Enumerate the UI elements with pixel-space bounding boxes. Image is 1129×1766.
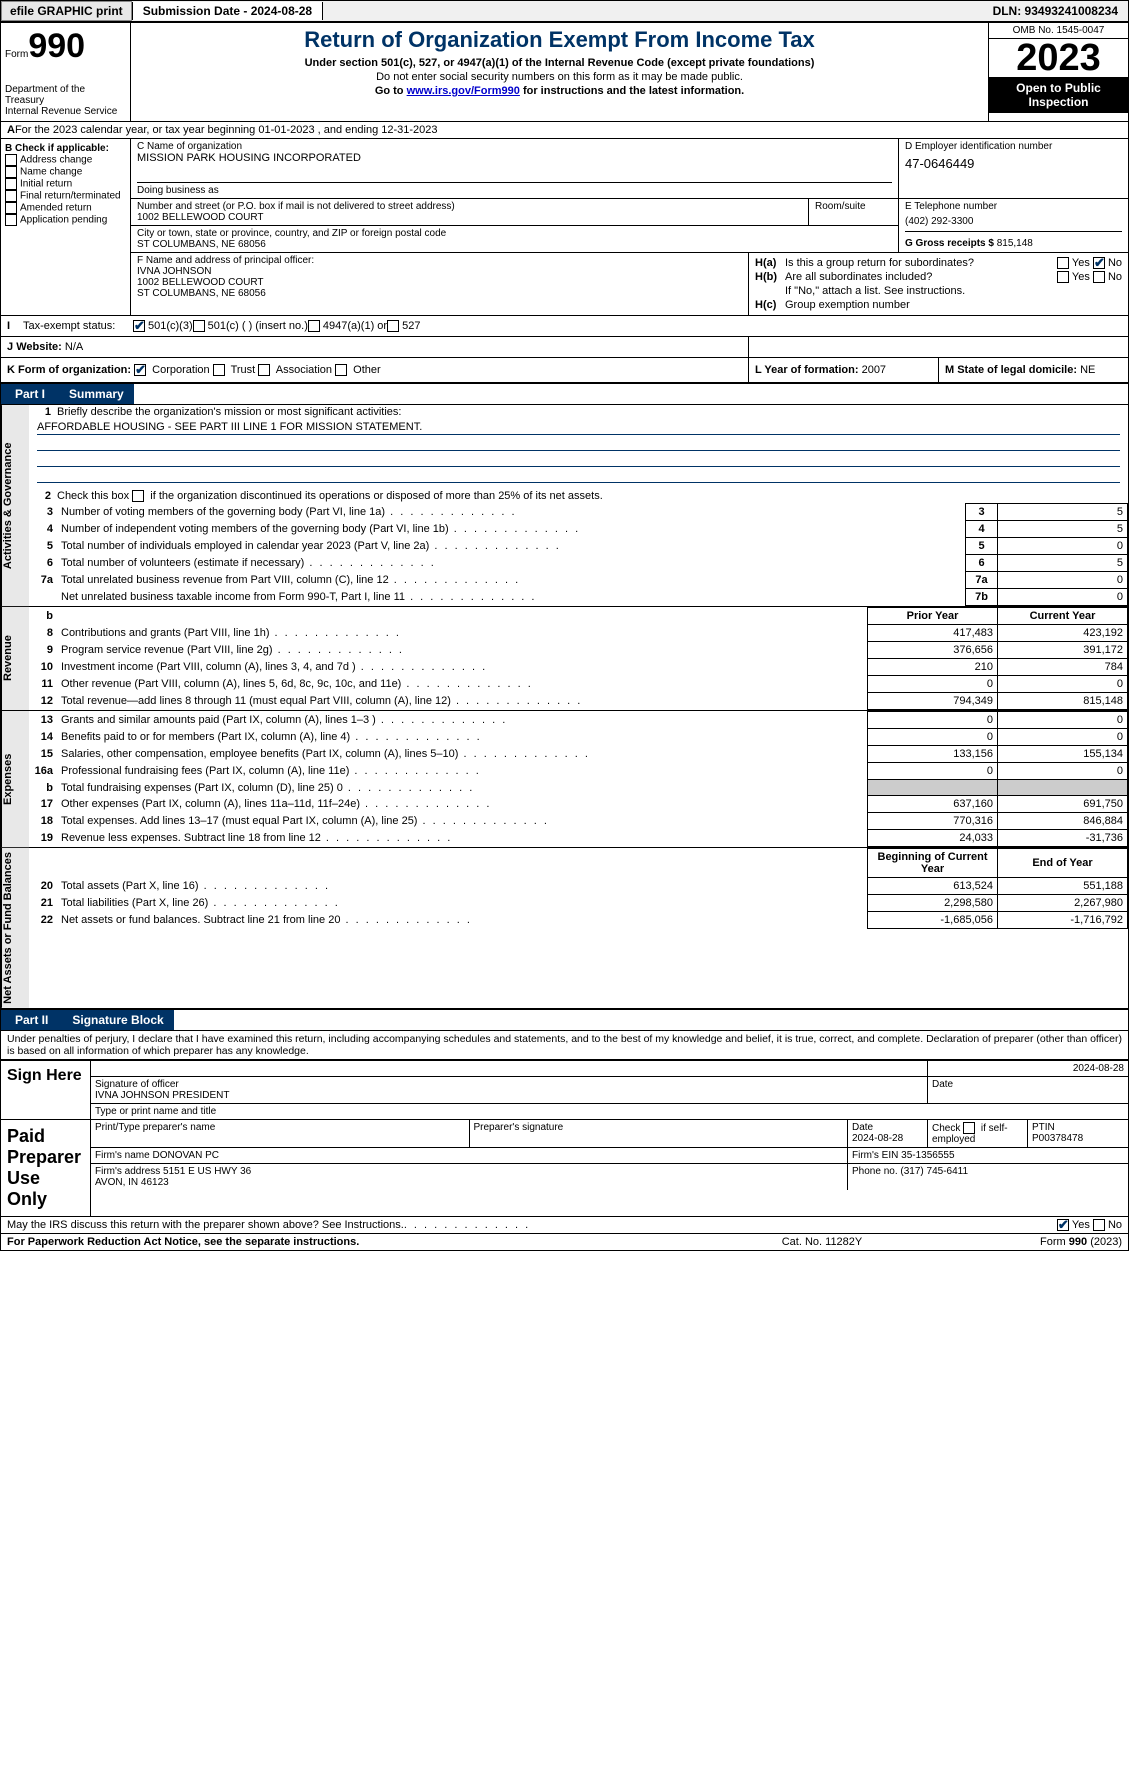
form-label: Form: [5, 49, 28, 60]
part1-gov: Activities & Governance 1Briefly describ…: [0, 405, 1129, 607]
form-subtitle: Under section 501(c), 527, or 4947(a)(1)…: [139, 57, 980, 69]
chk-discuss-yes[interactable]: [1057, 1219, 1069, 1231]
discuss-line: May the IRS discuss this return with the…: [0, 1217, 1129, 1234]
telephone: (402) 292-3300: [905, 212, 1122, 231]
chk-hb-no[interactable]: [1093, 271, 1105, 283]
side-expenses: Expenses: [1, 711, 29, 847]
efile-print-button[interactable]: efile GRAPHIC print: [1, 1, 132, 21]
form-number: 990: [28, 27, 85, 65]
form-warning: Do not enter social security numbers on …: [139, 71, 980, 83]
side-revenue: Revenue: [1, 607, 29, 710]
chk-hb-yes[interactable]: [1057, 271, 1069, 283]
line-k: K Form of organization: Corporation Trus…: [0, 358, 1129, 383]
chk-4947[interactable]: [308, 320, 320, 332]
side-governance: Activities & Governance: [1, 405, 29, 606]
part1-exp: Expenses 13Grants and similar amounts pa…: [0, 711, 1129, 848]
firm-ein: 35-1356555: [901, 1150, 954, 1161]
line-a: A For the 2023 calendar year, or tax yea…: [0, 122, 1129, 139]
chk-other[interactable]: [335, 364, 347, 376]
col-c-to-h: C Name of organization MISSION PARK HOUS…: [131, 139, 1128, 315]
perjury-text: Under penalties of perjury, I declare th…: [0, 1031, 1129, 1060]
chk-self-employed[interactable]: [963, 1122, 975, 1134]
line-i: ITax-exempt status: 501(c)(3) 501(c) ( )…: [0, 316, 1129, 337]
officer-name: IVNA JOHNSON PRESIDENT: [95, 1090, 229, 1101]
form-title: Return of Organization Exempt From Incom…: [139, 27, 980, 53]
sign-here-block: Sign Here 2024-08-28 Signature of office…: [0, 1060, 1129, 1120]
gross-receipts: 815,148: [997, 238, 1033, 249]
irs-link[interactable]: www.irs.gov/Form990: [407, 85, 520, 97]
chk-501c3[interactable]: [133, 320, 145, 332]
ein-block: D Employer identification number 47-0646…: [898, 139, 1128, 198]
chk-amended[interactable]: [5, 202, 17, 214]
tax-year: 2023: [989, 39, 1128, 77]
part1-header: Part I Summary: [0, 383, 1129, 405]
col-b: B Check if applicable: Address change Na…: [1, 139, 131, 315]
net-table: Beginning of Current YearEnd of Year 20T…: [29, 848, 1128, 929]
address-block: Number and street (or P.O. box if mail i…: [131, 199, 898, 252]
mission-text: AFFORDABLE HOUSING - SEE PART III LINE 1…: [37, 421, 1120, 435]
chk-final-return[interactable]: [5, 190, 17, 202]
header-right: OMB No. 1545-0047 2023 Open to Public In…: [988, 23, 1128, 121]
org-name: MISSION PARK HOUSING INCORPORATED: [137, 152, 892, 164]
rev-table: bPrior YearCurrent Year 8Contributions a…: [29, 607, 1128, 710]
street: 1002 BELLEWOOD COURT: [137, 212, 802, 223]
footer: For Paperwork Reduction Act Notice, see …: [0, 1234, 1129, 1251]
org-name-block: C Name of organization MISSION PARK HOUS…: [131, 139, 898, 198]
header-left: Form990 Department of the Treasury Inter…: [1, 23, 131, 121]
chk-discontinued[interactable]: [132, 490, 144, 502]
chk-trust[interactable]: [213, 364, 225, 376]
part1-rev: Revenue bPrior YearCurrent Year 8Contrib…: [0, 607, 1129, 711]
top-bar: efile GRAPHIC print Submission Date - 20…: [0, 0, 1129, 22]
public-inspection: Open to Public Inspection: [989, 77, 1128, 113]
year-formation: 2007: [862, 364, 886, 376]
firm-phone: (317) 745-6411: [900, 1166, 968, 1177]
h-block: H(a)Is this a group return for subordina…: [748, 253, 1128, 315]
chk-corp[interactable]: [134, 364, 146, 376]
chk-app-pending[interactable]: [5, 214, 17, 226]
exp-table: 13Grants and similar amounts paid (Part …: [29, 711, 1128, 847]
domicile: NE: [1080, 364, 1095, 376]
submission-date: Submission Date - 2024-08-28: [132, 2, 323, 20]
header-center: Return of Organization Exempt From Incom…: [131, 23, 988, 121]
tel-block: E Telephone number (402) 292-3300 G Gros…: [898, 199, 1128, 252]
ein-value: 47-0646449: [905, 152, 1122, 175]
chk-501c[interactable]: [193, 320, 205, 332]
gov-table: 3Number of voting members of the governi…: [29, 503, 1128, 606]
chk-ha-no[interactable]: [1093, 257, 1105, 269]
officer-block: F Name and address of principal officer:…: [131, 253, 748, 315]
website: N/A: [65, 341, 83, 353]
chk-527[interactable]: [387, 320, 399, 332]
chk-name-change[interactable]: [5, 166, 17, 178]
firm-name: DONOVAN PC: [152, 1150, 219, 1161]
chk-initial-return[interactable]: [5, 178, 17, 190]
section-b-to-h: B Check if applicable: Address change Na…: [0, 139, 1129, 316]
line-j: J Website: N/A: [0, 337, 1129, 358]
part2-header: Part II Signature Block: [0, 1009, 1129, 1031]
form-link-line: Go to www.irs.gov/Form990 for instructio…: [139, 85, 980, 97]
chk-assoc[interactable]: [258, 364, 270, 376]
side-net: Net Assets or Fund Balances: [1, 848, 29, 1008]
chk-discuss-no[interactable]: [1093, 1219, 1105, 1231]
city: ST COLUMBANS, NE 68056: [137, 239, 892, 250]
chk-address-change[interactable]: [5, 154, 17, 166]
part1-net: Net Assets or Fund Balances Beginning of…: [0, 848, 1129, 1009]
dln: DLN: 93493241008234: [983, 2, 1128, 20]
room-suite: Room/suite: [808, 199, 898, 225]
ptin: P00378478: [1032, 1133, 1083, 1144]
chk-ha-yes[interactable]: [1057, 257, 1069, 269]
preparer-block: Paid Preparer Use Only Print/Type prepar…: [0, 1120, 1129, 1217]
dept-treasury: Department of the Treasury Internal Reve…: [5, 84, 126, 117]
form-header: Form990 Department of the Treasury Inter…: [0, 22, 1129, 122]
